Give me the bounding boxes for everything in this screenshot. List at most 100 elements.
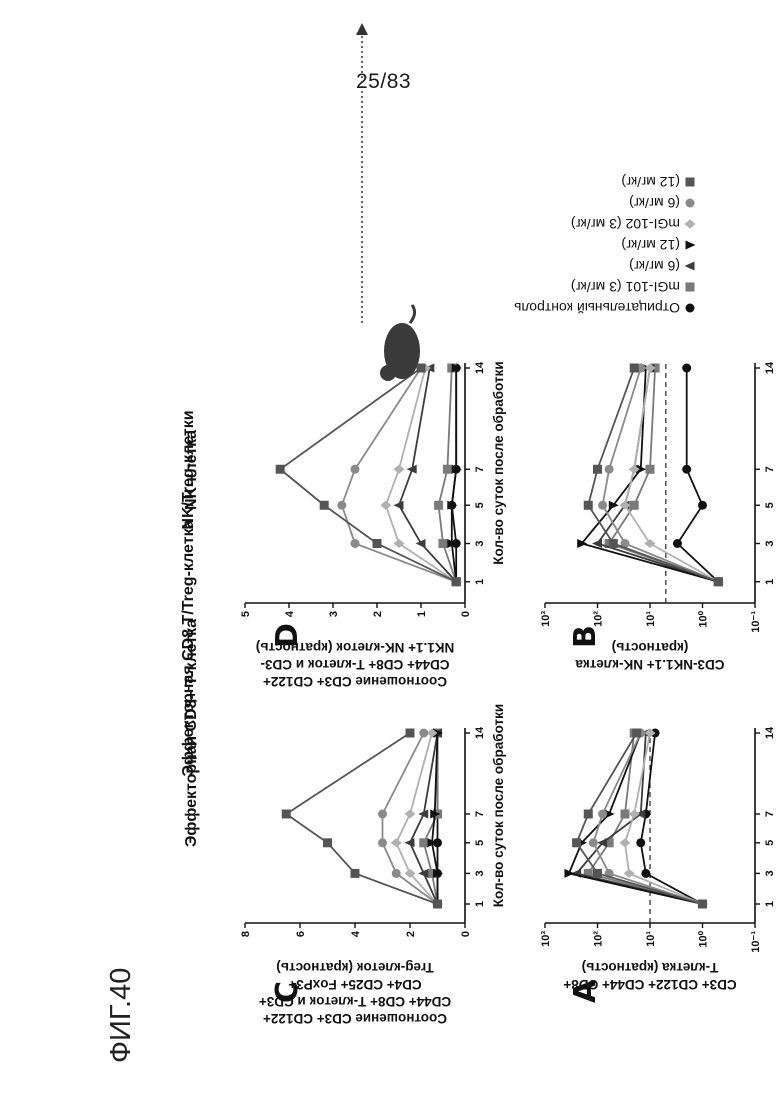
rotated-figure: ФИГ.40 AЭффекторная CD8+ Т-клетка10⁻¹10⁰… <box>0 0 780 1103</box>
x-tick-label: 3 <box>474 870 486 876</box>
data-point <box>698 501 707 510</box>
x-tick-label: 7 <box>764 466 776 472</box>
data-point <box>598 501 607 510</box>
data-point <box>443 465 452 474</box>
data-point <box>351 539 360 548</box>
data-point <box>282 810 291 819</box>
data-point <box>624 869 635 878</box>
y-tick-label: 10² <box>593 931 605 947</box>
data-point <box>619 838 630 847</box>
y-axis-label-line: Т-клетка (кратность) <box>582 960 719 975</box>
y-axis-label: Соотношение CD3+ CD122+ CD44+ CD8+ Т-клет… <box>256 640 455 689</box>
data-point <box>593 869 602 878</box>
series-line <box>609 368 718 582</box>
data-point <box>673 539 682 548</box>
y-tick-label: 2 <box>372 611 384 617</box>
data-point <box>636 838 645 847</box>
series-line <box>439 368 457 582</box>
y-tick-label: 10¹ <box>645 931 657 947</box>
y-tick-label: 10³ <box>540 931 552 947</box>
data-point <box>682 465 691 474</box>
y-tick-label: 10⁰ <box>698 610 710 627</box>
legend-label: (12 мг/кг) <box>621 174 680 190</box>
data-point <box>452 577 461 586</box>
y-axis-label: CD3+ CD122+ CD44+ CD8+ Т-клетка (кратност… <box>563 960 736 992</box>
legend-marker <box>686 283 695 292</box>
x-tick-label: 1 <box>764 901 776 907</box>
data-point <box>630 501 639 510</box>
mouse-ear <box>380 365 396 381</box>
x-tick-label: 1 <box>474 579 486 585</box>
x-axis-label: Кол-во суток после обработки <box>491 704 506 907</box>
legend-label: (12 мг/кг) <box>621 237 680 253</box>
y-axis-label-line: CD3+ CD122+ CD44+ CD8+ <box>563 977 736 992</box>
y-axis-label-line: NK1.1+ NK-клеток (кратность) <box>256 640 455 655</box>
legend-label: mGI-102 (3 мг/кг) <box>571 216 680 232</box>
y-tick-label: 10⁰ <box>698 930 710 947</box>
x-tick-label: 5 <box>474 502 486 508</box>
y-axis-label-line: CD44+ CD8+ Т-клеток и CD3- <box>261 657 450 672</box>
legend-marker <box>686 304 695 313</box>
y-tick-label: 6 <box>295 931 307 937</box>
data-point <box>416 539 426 548</box>
data-point <box>620 810 629 819</box>
x-tick-label: 7 <box>474 811 486 817</box>
data-point <box>351 869 360 878</box>
data-point <box>641 869 650 878</box>
data-point <box>632 729 641 738</box>
x-tick-label: 14 <box>764 726 776 739</box>
panel-letter: B <box>568 625 603 648</box>
mouse-icon <box>380 305 420 381</box>
x-tick-label: 14 <box>474 726 486 739</box>
y-tick-label: 2 <box>405 931 417 937</box>
data-point <box>405 810 416 819</box>
data-point <box>417 364 426 373</box>
y-tick-label: 3 <box>328 611 340 617</box>
y-axis-label-line: Соотношение CD3+ CD122+ <box>263 674 447 689</box>
y-tick-label: 10⁻¹ <box>750 611 762 633</box>
series-line <box>582 368 719 582</box>
series-line <box>677 368 718 582</box>
panel-c: CЭффекторная CD8 Т/Treg-клетка0246813571… <box>180 519 506 1026</box>
data-point <box>320 501 329 510</box>
data-point <box>698 900 707 909</box>
series-line <box>625 733 703 904</box>
x-tick-label: 3 <box>764 870 776 876</box>
y-axis-label-line: CD3-NK1.1+ NK-клетка <box>575 657 724 672</box>
y-tick-label: 8 <box>240 931 252 937</box>
data-point <box>394 465 405 474</box>
figure-canvas: ФИГ.40 AЭффекторная CD8+ Т-клетка10⁻¹10⁰… <box>0 0 780 1103</box>
data-point <box>584 810 593 819</box>
y-tick-label: 10¹ <box>645 611 657 627</box>
data-point <box>394 501 404 510</box>
y-tick-label: 0 <box>460 611 472 617</box>
y-tick-label: 5 <box>240 611 252 617</box>
data-point <box>391 838 402 847</box>
data-point <box>597 838 607 847</box>
data-point <box>373 539 382 548</box>
data-point <box>584 501 593 510</box>
x-tick-label: 1 <box>474 901 486 907</box>
legend-marker <box>685 262 695 271</box>
y-tick-label: 4 <box>284 610 296 617</box>
data-point <box>439 539 448 548</box>
data-point <box>419 838 428 847</box>
mouse-tail <box>410 305 415 323</box>
data-point <box>351 465 360 474</box>
x-tick-label: 7 <box>764 811 776 817</box>
x-tick-label: 3 <box>474 540 486 546</box>
series-line <box>342 368 456 582</box>
series-line <box>280 368 456 582</box>
data-point <box>418 810 428 819</box>
data-point <box>419 729 428 738</box>
x-tick-label: 5 <box>764 502 776 508</box>
x-tick-label: 1 <box>764 579 776 585</box>
data-point <box>337 501 346 510</box>
data-point <box>380 501 391 510</box>
x-tick-label: 14 <box>764 361 776 374</box>
legend-marker <box>686 178 695 187</box>
data-point <box>434 501 443 510</box>
y-tick-label: 10⁻¹ <box>750 931 762 953</box>
legend-marker <box>686 199 695 208</box>
data-point <box>405 838 415 847</box>
